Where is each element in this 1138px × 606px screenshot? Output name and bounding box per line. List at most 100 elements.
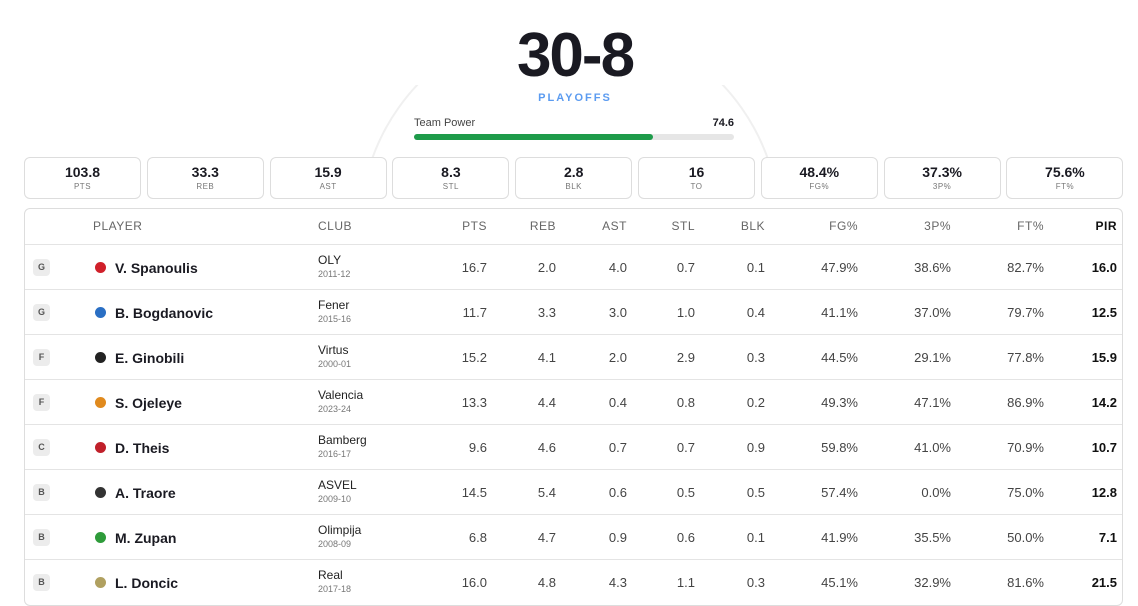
stat-cell: 45.1% (821, 575, 858, 590)
stat-cell: 7.1 (1098, 530, 1117, 545)
stat-cell: 0.2 (746, 395, 765, 410)
stat-card: 33.3 REB (146, 157, 264, 199)
table-row: G B. Bogdanovic Fener 2015-16 11.7 3.3 3.0 1.0 0… (25, 289, 1122, 335)
stat-cell: 0.5 (676, 485, 695, 500)
position-badge: B (33, 529, 50, 546)
stat-cell: 0.4 (608, 395, 627, 410)
power-value: 74.6 (712, 117, 734, 129)
stat-cell: 49.3% (821, 395, 858, 410)
stat-cell: 14.5 (461, 485, 487, 500)
stat-cell: 44.5% (821, 350, 858, 365)
stat-cell: 0.9 (608, 530, 627, 545)
stat-label: FG% (809, 182, 830, 191)
stat-label: REB (196, 182, 215, 191)
stat-cell: 86.9% (1007, 395, 1044, 410)
stat-value: 103.8 (64, 164, 101, 180)
player-name: S. Ojeleye (115, 395, 182, 411)
stat-cell: 13.3 (461, 395, 487, 410)
stat-cell: 0.0% (921, 485, 951, 500)
stat-cell: 29.1% (914, 350, 951, 365)
position-badge: G (33, 259, 50, 276)
club-icon (95, 532, 106, 543)
player-name: A. Traore (115, 485, 176, 501)
stat-cell: 12.5 (1091, 305, 1117, 320)
column-header: STL (671, 219, 695, 233)
club-icon (95, 442, 106, 453)
decor-arc (369, 85, 771, 165)
club-name: Bamberg (318, 433, 367, 447)
club-name: Valencia (318, 388, 364, 402)
column-header: PLAYER (93, 219, 143, 233)
stat-cell: 0.6 (608, 485, 627, 500)
stat-cell: 16.0 (1091, 260, 1117, 275)
stat-label: STL (442, 182, 459, 191)
season: 2016-17 (318, 449, 352, 459)
stat-cell: 0.6 (676, 530, 695, 545)
stat-cell: 82.7% (1007, 260, 1044, 275)
stat-card: 8.3 STL (392, 157, 510, 199)
stat-cell: 9.6 (468, 440, 487, 455)
stat-cell: 57.4% (821, 485, 858, 500)
stat-cell: 50.0% (1007, 530, 1044, 545)
position-badge: F (33, 349, 50, 366)
stat-cell: 3.0 (608, 305, 627, 320)
stat-label: FT% (1055, 182, 1075, 191)
table-row: B M. Zupan Olimpija 2008-09 6.8 4.7 0.9 0.6 0.1 4… (25, 514, 1122, 560)
stat-cell: 4.8 (537, 575, 556, 590)
position-badge: G (33, 304, 50, 321)
season: 2015-16 (318, 314, 352, 324)
stat-value: 15.9 (314, 164, 342, 180)
stat-cell: 81.6% (1007, 575, 1044, 590)
power-label: Team Power (414, 117, 476, 129)
stat-cell: 4.3 (608, 575, 627, 590)
stat-cell: 4.0 (608, 260, 627, 275)
stat-cell: 2.0 (537, 260, 556, 275)
club-name: Fener (318, 298, 350, 312)
stat-cell: 79.7% (1007, 305, 1044, 320)
stat-cell: 77.8% (1007, 350, 1044, 365)
stat-cell: 3.3 (537, 305, 556, 320)
club-icon (95, 352, 106, 363)
stat-card: 2.8 BLK (515, 157, 633, 199)
column-header: BLK (740, 219, 765, 233)
position-badge: B (33, 484, 50, 501)
stat-card: 15.9 AST (269, 157, 387, 199)
stat-cell: 0.9 (746, 440, 765, 455)
season: 2011-12 (318, 269, 351, 279)
season: 2009-10 (318, 494, 352, 504)
table-row: F S. Ojeleye Valencia 2023-24 13.3 4.4 0.4 0.8 0… (25, 379, 1122, 425)
stat-label: PTS (73, 182, 92, 191)
stat-cell: 4.4 (537, 395, 556, 410)
club-icon (95, 307, 106, 318)
stat-cell: 75.0% (1007, 485, 1044, 500)
stat-cell: 37.0% (914, 305, 951, 320)
column-header: AST (602, 219, 627, 233)
stat-cell: 47.9% (821, 260, 858, 275)
position-badge: C (33, 439, 50, 456)
stat-card: 16 TO (638, 157, 755, 199)
record: 30-8 (516, 21, 635, 90)
stat-value: 16 (688, 164, 705, 180)
club-name: Real (318, 568, 343, 582)
stat-cell: 15.2 (461, 350, 487, 365)
club-icon (95, 577, 106, 588)
stat-cell: 14.2 (1091, 395, 1117, 410)
stat-value: 75.6% (1045, 164, 1085, 180)
table-row: C D. Theis Bamberg 2016-17 9.6 4.6 0.7 0.7 0.9 59… (25, 424, 1122, 470)
stat-cell: 41.1% (821, 305, 858, 320)
season: 2023-24 (318, 404, 352, 414)
stat-label: 3P% (932, 182, 952, 191)
column-header: CLUB (318, 219, 353, 233)
season: 2017-18 (318, 584, 352, 594)
stat-cell: 4.1 (537, 350, 556, 365)
stat-cell: 12.8 (1091, 485, 1117, 500)
stat-cell: 4.6 (537, 440, 556, 455)
stat-card: 48.4% FG% (760, 157, 878, 199)
stat-label: AST (319, 182, 337, 191)
stat-cell: 0.7 (608, 440, 627, 455)
stat-card: 103.8 PTS (24, 157, 141, 199)
column-header: FG% (829, 219, 858, 233)
stat-cell: 0.8 (676, 395, 695, 410)
table-row: G V. Spanoulis OLY 2011-12 16.7 2.0 4.0 0.7 0.1 4… (25, 244, 1122, 290)
